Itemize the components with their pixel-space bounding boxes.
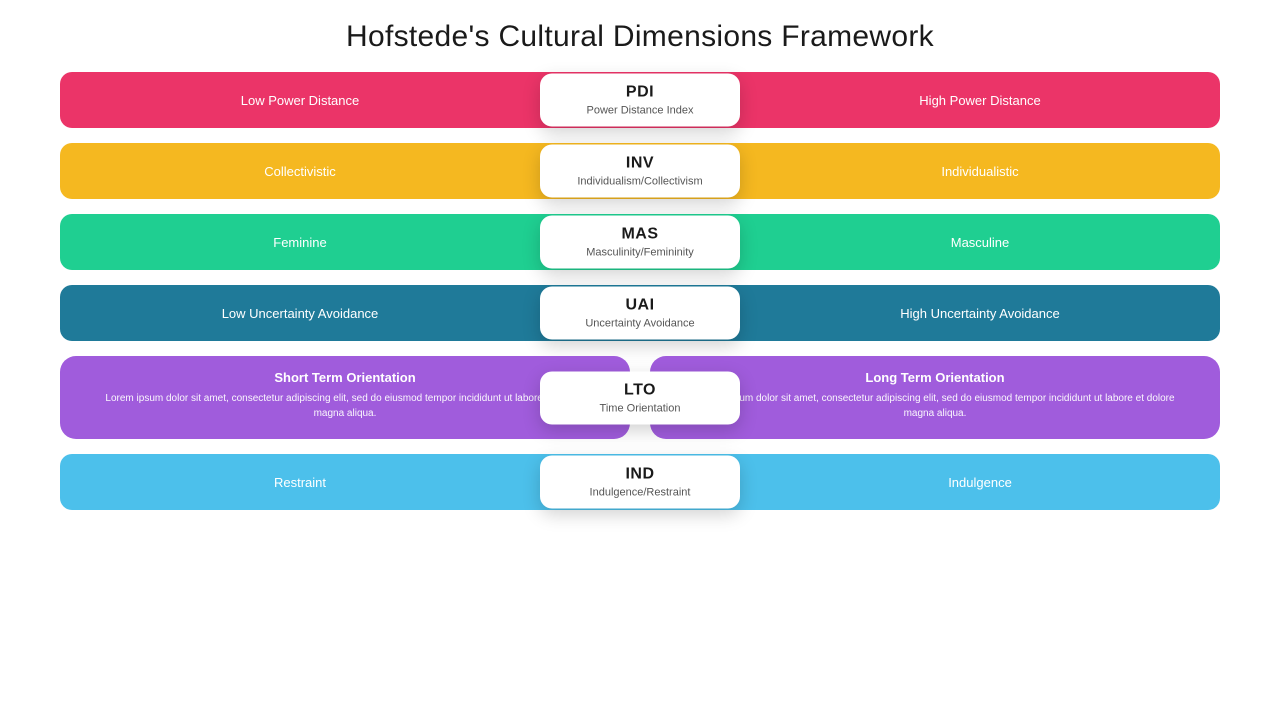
full-name: Indulgence/Restraint	[552, 487, 728, 499]
right-desc: Lorem ipsum dolor sit amet, consectetur …	[680, 391, 1190, 421]
left-label: Short Term Orientation	[90, 370, 600, 385]
center-card: LTO Time Orientation	[540, 371, 740, 424]
dimension-row-uai: Low Uncertainty Avoidance High Uncertain…	[60, 285, 1220, 341]
abbr: LTO	[552, 381, 728, 399]
center-card: IND Indulgence/Restraint	[540, 456, 740, 509]
dimension-row-inv: Collectivistic Individualistic INV Indiv…	[60, 143, 1220, 199]
abbr: PDI	[552, 84, 728, 102]
right-label: Long Term Orientation	[680, 370, 1190, 385]
full-name: Power Distance Index	[552, 105, 728, 117]
full-name: Masculinity/Femininity	[552, 247, 728, 259]
abbr: MAS	[552, 226, 728, 244]
left-desc: Lorem ipsum dolor sit amet, consectetur …	[90, 391, 600, 421]
full-name: Uncertainty Avoidance	[552, 318, 728, 330]
abbr: UAI	[552, 297, 728, 315]
dimension-row-ind: Restraint Indulgence IND Indulgence/Rest…	[60, 454, 1220, 510]
dimension-row-pdi: Low Power Distance High Power Distance P…	[60, 72, 1220, 128]
dimensions-list: Low Power Distance High Power Distance P…	[60, 72, 1220, 510]
dimension-row-lto: Short Term Orientation Lorem ipsum dolor…	[60, 356, 1220, 439]
page-title: Hofstede's Cultural Dimensions Framework	[60, 20, 1220, 54]
full-name: Time Orientation	[552, 402, 728, 414]
abbr: IND	[552, 466, 728, 484]
center-card: PDI Power Distance Index	[540, 74, 740, 127]
center-card: MAS Masculinity/Femininity	[540, 216, 740, 269]
slide: Hofstede's Cultural Dimensions Framework…	[0, 0, 1280, 720]
dimension-row-mas: Feminine Masculine MAS Masculinity/Femin…	[60, 214, 1220, 270]
abbr: INV	[552, 155, 728, 173]
center-card: INV Individualism/Collectivism	[540, 145, 740, 198]
full-name: Individualism/Collectivism	[552, 176, 728, 188]
center-card: UAI Uncertainty Avoidance	[540, 287, 740, 340]
